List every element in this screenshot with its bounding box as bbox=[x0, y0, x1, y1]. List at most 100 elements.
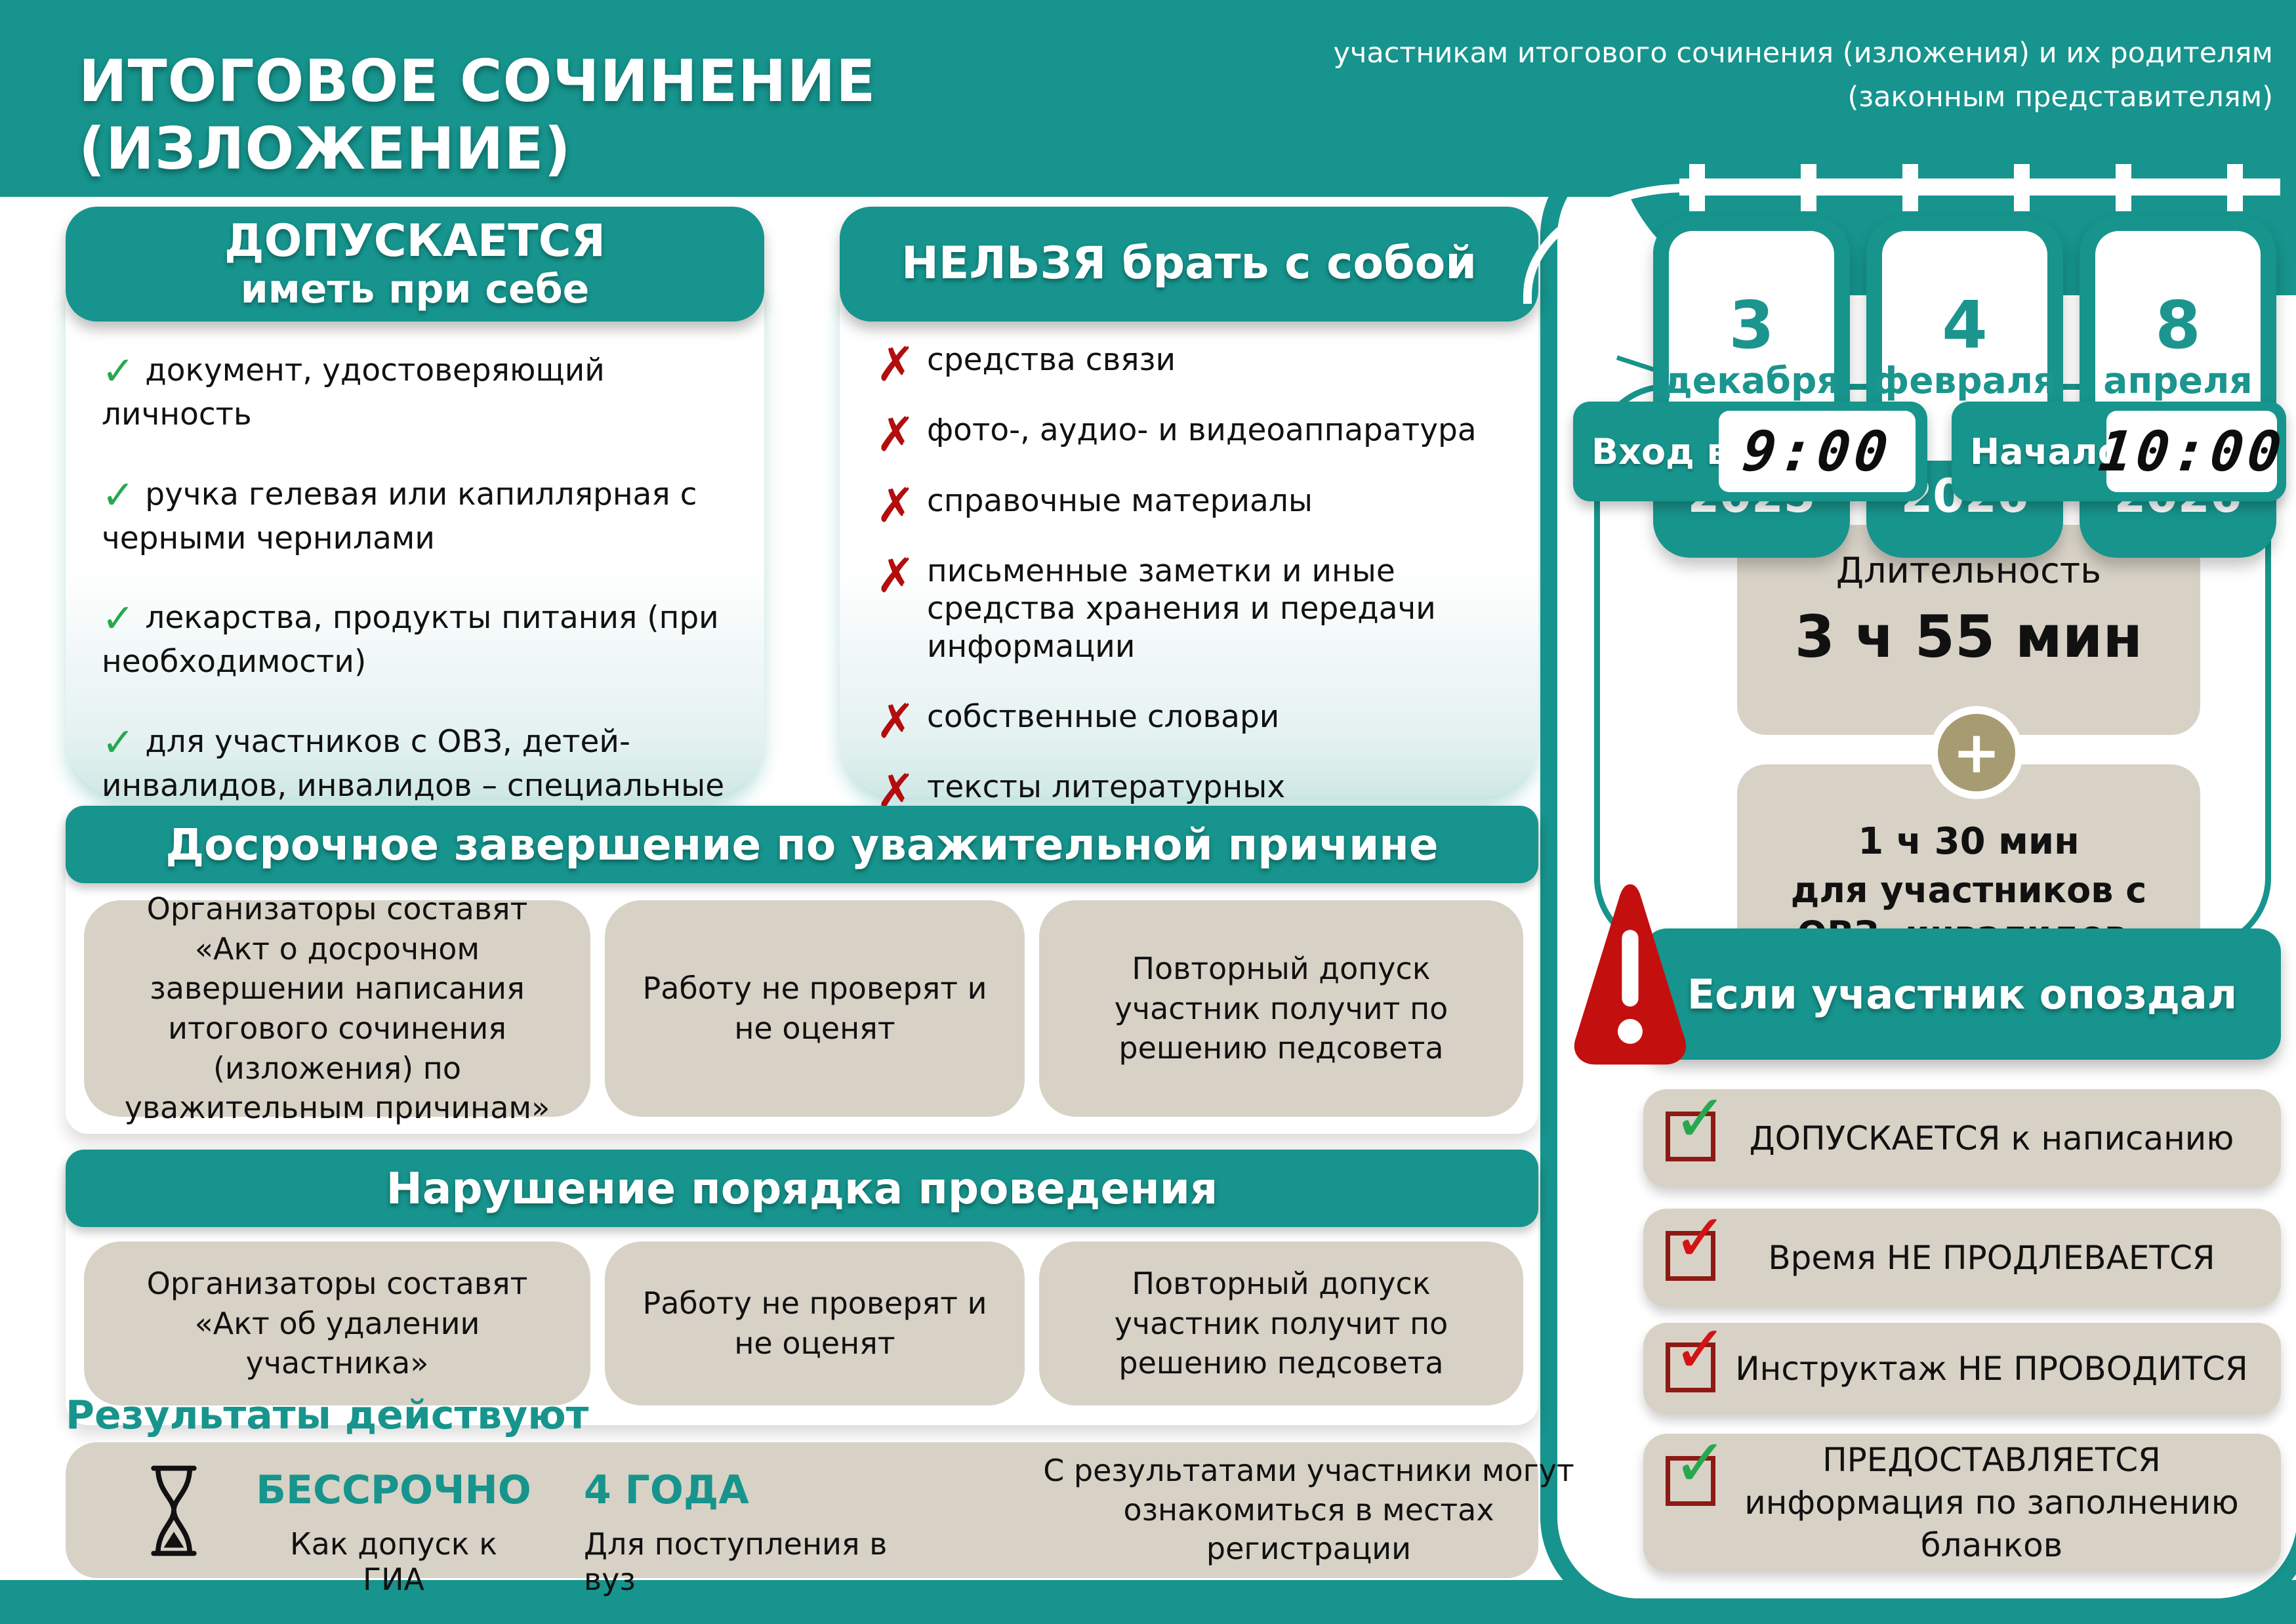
date-month: декабря bbox=[1663, 359, 1840, 402]
duration-block: Длительность 3 ч 55 мин bbox=[1737, 525, 2200, 735]
list-item: ✓ ручка гелевая или капиллярная с черными… bbox=[102, 472, 738, 558]
date-month: апреля bbox=[2103, 359, 2253, 402]
list-item: ✓ лекарства, продукты питания (при необхо… bbox=[102, 595, 738, 681]
calendar-clip bbox=[1689, 164, 1705, 211]
calendar-clip bbox=[1902, 164, 1918, 211]
check-icon: ✓ bbox=[1673, 1199, 1728, 1276]
violation-box-text: Работу не проверят и не оценят bbox=[642, 1285, 987, 1361]
checkbox-checked-icon: ✓ bbox=[1666, 1205, 1728, 1281]
late-rule-text-line1: ПРЕДОСТАВЛЯЕТСЯ bbox=[1822, 1440, 2161, 1479]
entry-time-value: 9:00 bbox=[1739, 419, 1895, 484]
forbidden-item-text: письменные заметки и иные средства хране… bbox=[927, 552, 1436, 665]
late-rule-text: Время НЕ ПРОДЛЕВАЕТСЯ bbox=[1768, 1238, 2215, 1277]
early-finish-box-text: Повторный допуск участник получит по реш… bbox=[1114, 950, 1448, 1066]
calendar-rail bbox=[1679, 178, 2280, 196]
digital-clock: 10:00 bbox=[2095, 411, 2288, 492]
early-finish-box-text: Работу не проверят и не оценят bbox=[642, 970, 987, 1046]
audience-note: участникам итогового сочинения (изложени… bbox=[1333, 37, 2273, 114]
checkbox-checked-icon: ✓ bbox=[1666, 1317, 1728, 1392]
allowed-item-text: лекарства, продукты питания (при необход… bbox=[102, 600, 719, 680]
results-note: С результатами участники могут ознакомит… bbox=[1043, 1452, 1574, 1567]
violation-section: Нарушение порядка проведения Организатор… bbox=[66, 1150, 1538, 1425]
list-item: ✗ фото-, аудио- и видеоаппаратура bbox=[876, 407, 1519, 462]
duration-value: 3 ч 55 мин bbox=[1794, 603, 2143, 671]
allowed-item-text: ручка гелевая или капиллярная с черными … bbox=[102, 476, 697, 556]
check-icon: ✓ bbox=[1673, 1080, 1728, 1157]
allowed-card-header: ДОПУСКАЕТСЯ иметь при себе bbox=[66, 207, 764, 322]
list-item: ✗ письменные заметки и иные средства хран… bbox=[876, 548, 1519, 665]
digital-clock: 9:00 bbox=[1719, 411, 1916, 492]
calendar-clip bbox=[2014, 164, 2030, 211]
violation-title: Нарушение порядка проведения bbox=[386, 1163, 1218, 1214]
results-col1-sub: Как допуск к ГИА bbox=[290, 1526, 497, 1597]
late-rule-row: ✓ ПРЕДОСТАВЛЯЕТСЯ информация по заполнен… bbox=[1643, 1430, 2281, 1572]
results-col2-title: 4 ГОДА bbox=[584, 1467, 749, 1513]
date-day: 3 bbox=[1729, 286, 1774, 364]
date-card-1: 3 декабря 2025 bbox=[1653, 217, 1850, 558]
early-finish-section: Досрочное завершение по уважительной при… bbox=[66, 806, 1538, 1134]
list-item: ✓ документ, удостоверяющий личность bbox=[102, 348, 738, 434]
results-col2-sub: Для поступления в вуз bbox=[584, 1526, 888, 1597]
date-day: 8 bbox=[2155, 286, 2201, 364]
allowed-item-text: документ, удостоверяющий личность bbox=[102, 352, 605, 433]
late-banner: Если участник опоздал bbox=[1643, 928, 2281, 1060]
cross-icon: ✗ bbox=[876, 337, 916, 392]
date-day: 4 bbox=[1942, 286, 1988, 364]
date-month: февраля bbox=[1873, 359, 2057, 402]
plus-icon: + bbox=[1930, 706, 2023, 799]
forbidden-item-text: фото-, аудио- и видеоаппаратура bbox=[927, 412, 1477, 449]
results-box: БЕССРОЧНО Как допуск к ГИА 4 ГОДА Для по… bbox=[66, 1442, 1574, 1597]
date-card-3: 8 апреля 2026 bbox=[2080, 217, 2276, 558]
allowed-title-line1: ДОПУСКАЕТСЯ bbox=[224, 215, 605, 267]
calendar-clip bbox=[2227, 164, 2243, 211]
check-icon: ✓ bbox=[102, 596, 135, 642]
allowed-card-body: ✓ документ, удостоверяющий личность ✓ ручк… bbox=[66, 289, 764, 879]
late-rule-row: ✓ Инструктаж НЕ ПРОВОДИТСЯ bbox=[1643, 1317, 2281, 1415]
checkbox-checked-icon: ✓ bbox=[1666, 1086, 1728, 1161]
late-rule-text-line2: информация по заполнению бланков bbox=[1744, 1483, 2239, 1564]
calendar-clip bbox=[2116, 164, 2131, 211]
forbidden-item-text: справочные материалы bbox=[927, 482, 1313, 519]
entry-time-block: Вход в 9:00 bbox=[1573, 402, 1927, 501]
date-card-2: 4 февраля 2026 bbox=[1866, 217, 2063, 558]
early-finish-box-3: Повторный допуск участник получит по реш… bbox=[1039, 900, 1523, 1117]
late-banner-title: Если участник опоздал bbox=[1687, 970, 2238, 1018]
results-heading: Результаты действуют bbox=[66, 1392, 589, 1438]
forbidden-card-body: ✗ средства связи ✗ фото-, аудио- и видеоап… bbox=[840, 289, 1538, 843]
start-time-block: Начало в 10:00 bbox=[1952, 402, 2288, 501]
entry-time-label: Вход в bbox=[1591, 430, 1729, 472]
check-icon: ✓ bbox=[1673, 1311, 1728, 1388]
plus-glyph: + bbox=[1952, 718, 2001, 786]
forbidden-list: ✗ средства связи ✗ фото-, аудио- и видеоап… bbox=[876, 337, 1519, 877]
violation-box-1: Организаторы составят «Акт об удалении у… bbox=[84, 1241, 590, 1405]
early-finish-box-2: Работу не проверят и не оценят bbox=[605, 900, 1025, 1117]
forbidden-card-header: НЕЛЬЗЯ брать с собой bbox=[840, 207, 1538, 322]
forbidden-title: НЕЛЬЗЯ брать с собой bbox=[901, 238, 1477, 290]
list-item: ✗ средства связи bbox=[876, 337, 1519, 392]
check-icon: ✓ bbox=[102, 719, 135, 766]
late-rule-text: Инструктаж НЕ ПРОВОДИТСЯ bbox=[1735, 1349, 2248, 1388]
warning-icon bbox=[1574, 884, 1687, 1065]
check-icon: ✓ bbox=[102, 472, 135, 518]
violation-box-3: Повторный допуск участник получит по реш… bbox=[1039, 1241, 1523, 1405]
early-finish-header: Досрочное завершение по уважительной при… bbox=[66, 806, 1538, 883]
late-rule-row: ✓ ДОПУСКАЕТСЯ к написанию bbox=[1643, 1086, 2281, 1188]
check-icon: ✓ bbox=[102, 348, 135, 394]
late-rule-row: ✓ Время НЕ ПРОДЛЕВАЕТСЯ bbox=[1643, 1205, 2281, 1307]
early-finish-box-1: Организаторы составят «Акт о досрочном з… bbox=[84, 891, 590, 1125]
forbidden-item-text: средства связи bbox=[927, 342, 1176, 378]
cross-icon: ✗ bbox=[876, 407, 916, 463]
early-finish-title: Досрочное завершение по уважительной при… bbox=[165, 819, 1439, 870]
calendar-clip bbox=[1801, 164, 1816, 211]
list-item: ✗ справочные материалы bbox=[876, 478, 1519, 533]
list-item: ✗ собственные словари bbox=[876, 694, 1519, 749]
forbidden-item-text: собственные словари bbox=[927, 698, 1280, 735]
results-col1-title: БЕССРОЧНО bbox=[256, 1467, 531, 1513]
cross-icon: ✗ bbox=[876, 693, 916, 749]
late-rule-text: ДОПУСКАЕТСЯ к написанию bbox=[1749, 1119, 2234, 1157]
check-icon: ✓ bbox=[1673, 1425, 1728, 1501]
extra-duration-value: 1 ч 30 мин bbox=[1858, 820, 2080, 863]
cross-icon: ✗ bbox=[876, 547, 916, 603]
start-time-value: 10:00 bbox=[2095, 419, 2288, 484]
